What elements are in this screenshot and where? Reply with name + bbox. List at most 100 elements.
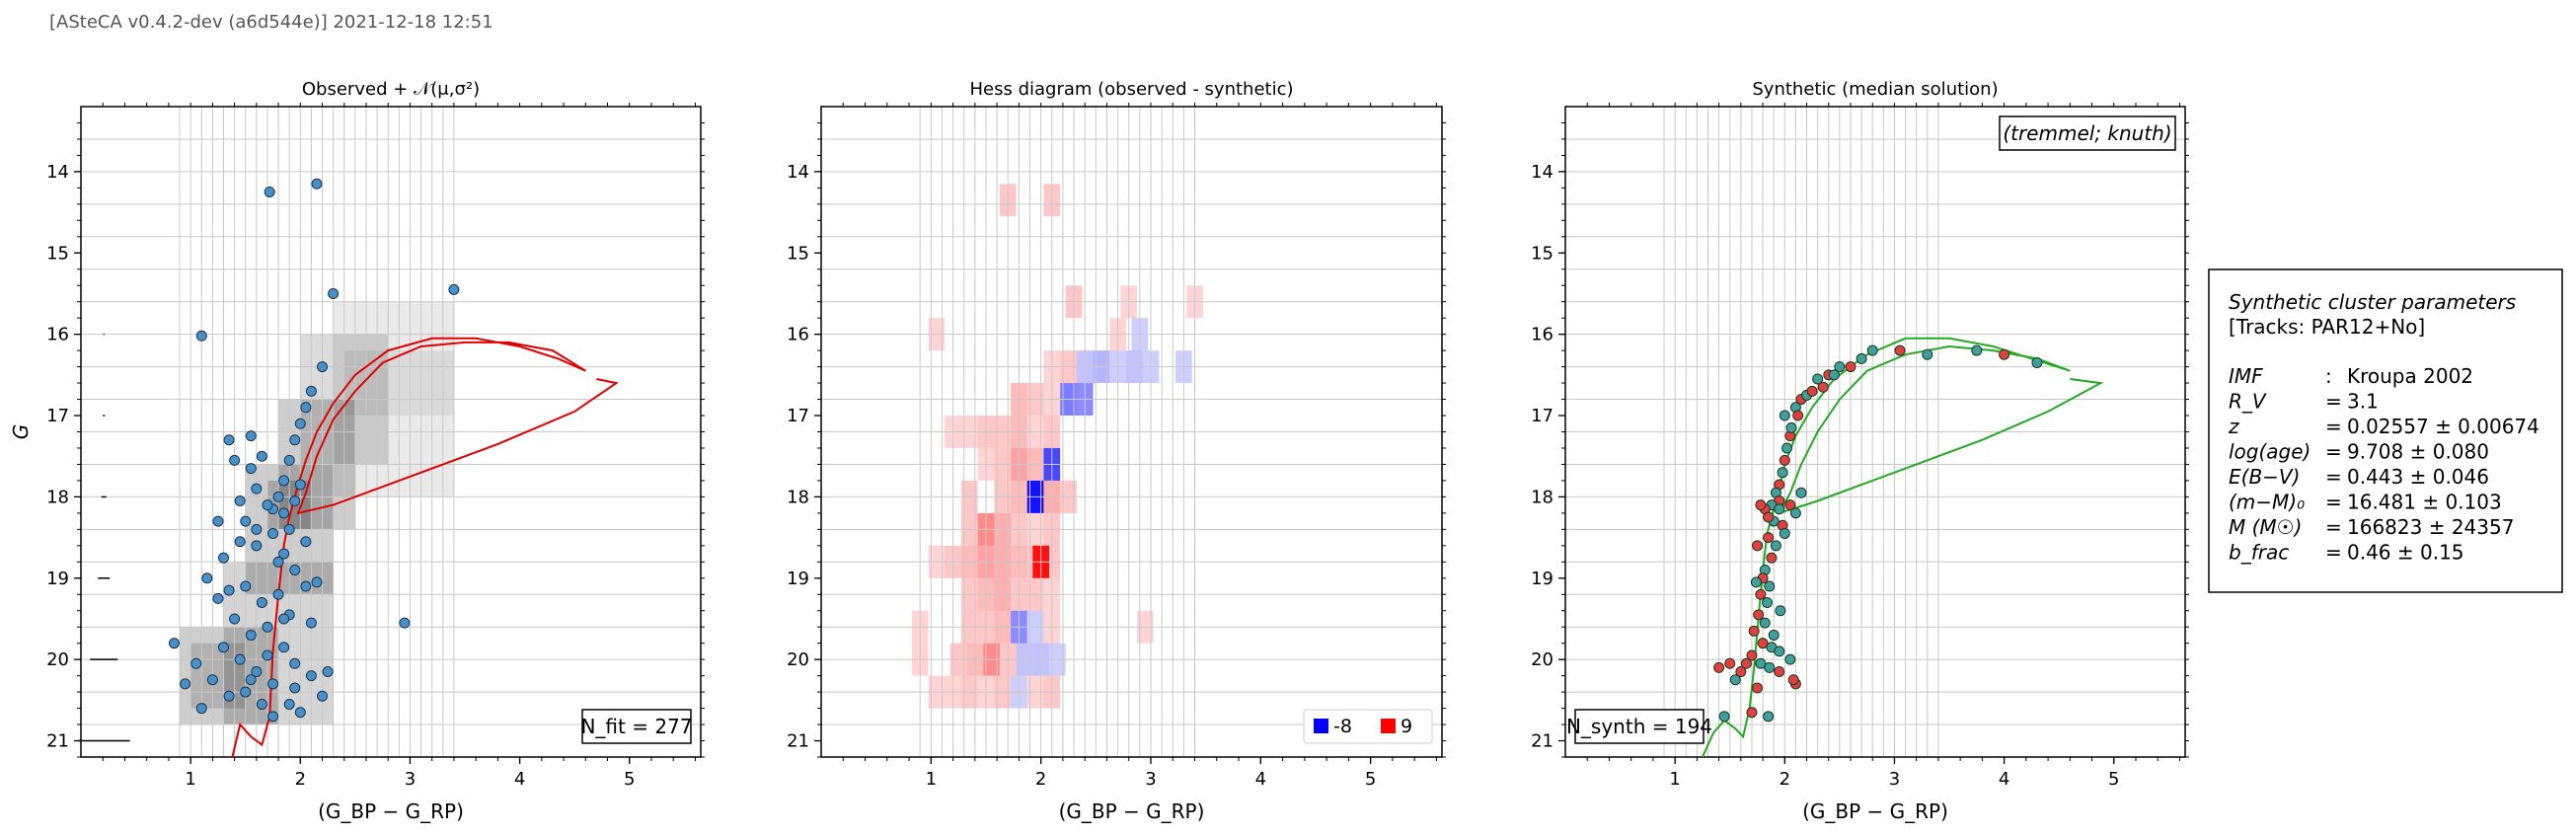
observed-point	[212, 592, 224, 604]
synthetic-point	[1795, 487, 1807, 498]
y-tick-label: 18	[46, 487, 69, 507]
y-tick-label: 17	[787, 406, 809, 426]
observed-point	[328, 287, 340, 299]
synthetic-point	[1777, 467, 1788, 479]
param-value: 3.1	[2347, 390, 2379, 414]
synthetic-point	[1894, 344, 1906, 356]
x-axis-label: (G_BP − G_RP)	[1059, 799, 1205, 823]
synthetic-point	[1817, 381, 1829, 393]
observed-point	[234, 495, 246, 507]
param-key: M (M☉)	[2229, 515, 2302, 539]
observed-point	[294, 479, 306, 491]
observed-point	[300, 536, 312, 548]
observed-point	[190, 657, 202, 669]
y-tick-label: 18	[1531, 487, 1553, 507]
y-tick-label: 14	[46, 162, 69, 183]
observed-point	[399, 617, 411, 629]
observed-point	[245, 674, 257, 686]
synthetic-point	[1999, 348, 2010, 360]
grid	[821, 107, 1442, 758]
observed-point	[256, 450, 267, 462]
params-tracks: [Tracks: PAR12+No]	[2229, 315, 2425, 339]
synthetic-point	[1787, 674, 1799, 686]
synthetic-point	[1752, 682, 1764, 694]
synthetic-point	[1774, 646, 1785, 657]
synthetic-point	[1922, 348, 1933, 360]
observed-point	[240, 580, 252, 592]
x-tick-label: 3	[1145, 769, 1156, 790]
panel-hess: 1 2 3 4 5 14 15 16 17 18 19 20 21 Hess diagram (obser…	[787, 79, 1446, 823]
synthetic-point	[1774, 503, 1785, 515]
synthetic-point	[1781, 442, 1793, 454]
synthetic-point	[1845, 361, 1856, 373]
x-tick-label: 5	[2108, 769, 2119, 790]
hess-legend	[1303, 709, 1433, 744]
synthetic-point	[1775, 605, 1786, 617]
panel-title: Synthetic (median solution)	[1752, 79, 1998, 100]
observed-point	[289, 495, 301, 507]
y-tick-label: 17	[46, 406, 69, 426]
observed-point	[294, 418, 306, 429]
observed-point	[262, 621, 273, 633]
param-sep: =	[2325, 390, 2342, 414]
observed-point	[223, 584, 235, 596]
observed-point	[251, 523, 263, 535]
observed-point	[234, 536, 246, 548]
observed-point	[289, 565, 301, 576]
synthetic-point	[1729, 674, 1741, 686]
synthetic-point	[1740, 657, 1752, 669]
param-key: E(B−V)	[2229, 465, 2300, 489]
parameters-box: Synthetic cluster parameters[Tracks: PAR…	[2208, 268, 2563, 593]
synthetic-point	[1746, 649, 1758, 661]
synthetic-point	[1779, 410, 1790, 421]
observed-point	[180, 678, 191, 690]
synthetic-point	[1753, 609, 1765, 621]
synthetic-point	[1779, 527, 1790, 539]
observed-point	[245, 463, 257, 475]
y-tick-label: 20	[1531, 649, 1553, 670]
method-label: (tremmel; knuth)	[2003, 121, 2171, 145]
x-tick-label: 4	[514, 769, 525, 790]
synthetic-point	[1762, 596, 1774, 608]
x-tick-label: 4	[1999, 769, 2009, 790]
observed-point	[267, 527, 279, 539]
param-value: Kroupa 2002	[2347, 364, 2473, 388]
synthetic-point	[1784, 499, 1796, 511]
observed-point	[272, 556, 284, 568]
observed-point	[229, 454, 241, 466]
x-tick-label: 5	[624, 769, 635, 790]
param-sep: =	[2325, 491, 2342, 514]
legend-swatch-negative	[1314, 719, 1328, 733]
synthetic-point	[1806, 385, 1818, 397]
x-tick-label: 5	[1365, 769, 1376, 790]
observed-point	[251, 540, 263, 552]
observed-point	[229, 613, 241, 625]
x-tick-label: 2	[1780, 769, 1790, 790]
synthetic-point	[1768, 629, 1780, 641]
legend-label-negative: -8	[1333, 716, 1352, 737]
param-value: 166823 ± 24357	[2347, 515, 2514, 539]
param-value: 0.46 ± 0.15	[2347, 541, 2464, 565]
observed-point	[272, 588, 284, 600]
method-box	[1999, 115, 2176, 151]
observed-point	[262, 499, 273, 511]
param-sep: =	[2325, 465, 2342, 489]
synthetic-point	[1757, 638, 1769, 649]
param-value: 9.708 ± 0.080	[2347, 440, 2489, 464]
synthetic-point	[1779, 454, 1790, 466]
nsynth-box	[1574, 709, 1705, 744]
observed-point	[256, 596, 267, 608]
observed-point	[322, 666, 334, 678]
synthetic-point	[1764, 580, 1776, 592]
synthetic-point	[1724, 657, 1736, 669]
x-axis-label: (G_BP − G_RP)	[1802, 799, 1948, 823]
param-key: R_V	[2229, 390, 2267, 414]
synthetic-point	[1785, 421, 1797, 433]
panel-synthetic: 1 2 3 4 5 14 15 16 17 18 19 20 21 Synthetic (median s…	[1531, 79, 2189, 823]
synthetic-point	[1746, 707, 1758, 719]
y-tick-label: 15	[46, 243, 69, 264]
observed-point	[267, 711, 279, 723]
y-tick-label: 16	[1531, 325, 1553, 345]
observed-point	[251, 666, 263, 678]
y-tick-label: 18	[787, 487, 809, 507]
